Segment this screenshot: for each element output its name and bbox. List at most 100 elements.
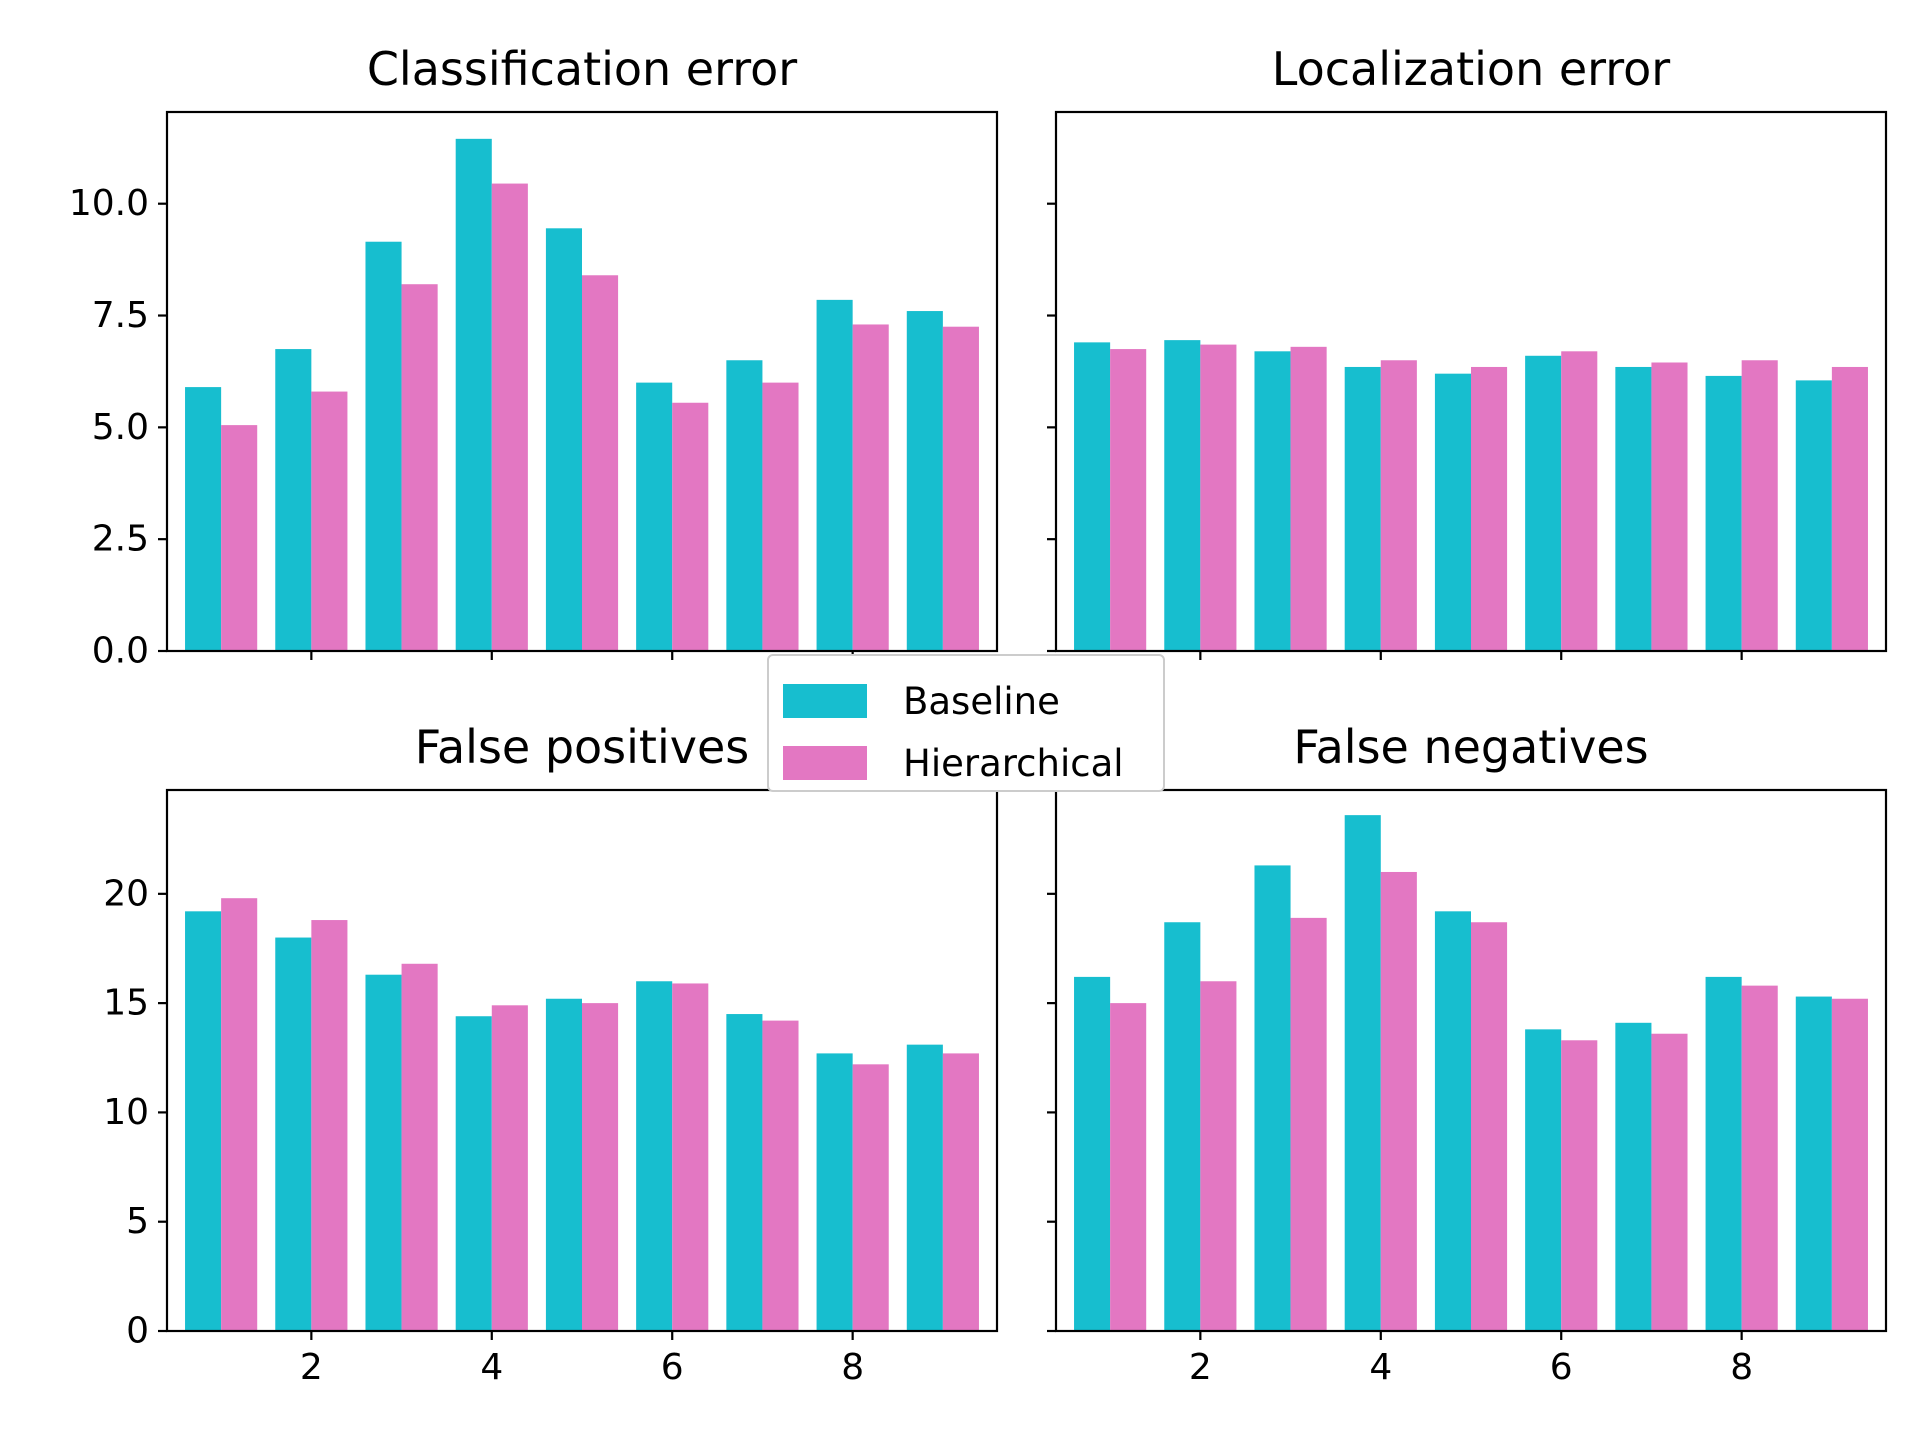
- bar-baseline-8: [816, 1053, 853, 1331]
- y-tick-label: 0: [126, 1311, 149, 1352]
- bar-baseline-8: [816, 299, 853, 651]
- legend-label-baseline: Baseline: [903, 679, 1060, 723]
- bar-baseline-9: [906, 311, 943, 651]
- bar-hierarchical-8: [1741, 360, 1778, 651]
- bar-hierarchical-8: [852, 324, 889, 651]
- bar-hierarchical-2: [1200, 344, 1237, 651]
- legend-label-hierarchical: Hierarchical: [903, 741, 1124, 785]
- bar-baseline-3: [365, 241, 402, 652]
- bar-baseline-8: [1705, 976, 1742, 1331]
- chart-panel-4: 2 4 6 8 False negatives: [1047, 720, 1888, 1388]
- bar-hierarchical-9: [1831, 998, 1868, 1331]
- bar-hierarchical-7: [762, 382, 799, 651]
- bar-hierarchical-7: [1651, 362, 1688, 651]
- bar-hierarchical-5: [1471, 366, 1508, 651]
- bar-baseline-5: [545, 998, 582, 1331]
- bar-baseline-4: [455, 1016, 492, 1331]
- bar-baseline-4: [455, 138, 492, 651]
- bar-hierarchical-4: [1380, 360, 1417, 651]
- bar-baseline-1: [185, 911, 222, 1331]
- y-tick-label: 20: [103, 873, 149, 914]
- bar-baseline-4: [1344, 366, 1381, 651]
- bar-baseline-2: [1164, 922, 1201, 1331]
- bar-baseline-5: [545, 228, 582, 651]
- legend-swatch-baseline: [783, 684, 867, 718]
- x-tick-label: 6: [1550, 1347, 1573, 1388]
- x-tick-label: 4: [480, 1347, 503, 1388]
- x-tick-label: 4: [1369, 1347, 1392, 1388]
- bar-hierarchical-1: [1110, 349, 1147, 651]
- bar-hierarchical-9: [942, 326, 979, 651]
- y-tick-label: 10.0: [69, 183, 149, 224]
- bar-hierarchical-8: [1741, 985, 1778, 1331]
- bar-baseline-8: [1705, 375, 1742, 651]
- bar-baseline-9: [906, 1044, 943, 1331]
- bar-baseline-1: [1074, 342, 1111, 651]
- legend: Baseline Hierarchical: [767, 654, 1165, 792]
- y-tick-label: 15: [103, 983, 149, 1024]
- bar-baseline-3: [1254, 351, 1291, 651]
- bar-hierarchical-6: [672, 983, 709, 1331]
- bar-baseline-6: [1525, 1029, 1562, 1331]
- y-tick-label: 7.5: [92, 295, 149, 336]
- bar-hierarchical-2: [311, 920, 348, 1331]
- axes-frame: [1054, 788, 1888, 1333]
- bar-hierarchical-8: [852, 1064, 889, 1331]
- y-tick-label: 5.0: [92, 407, 149, 448]
- bar-hierarchical-3: [401, 963, 438, 1331]
- bar-baseline-6: [636, 382, 673, 651]
- y-tick-label: 10: [103, 1092, 149, 1133]
- panel-title: Localization error: [1272, 42, 1671, 96]
- x-tick-label: 2: [1189, 1347, 1212, 1388]
- chart-panel-3: 0 5 10 15 20 2 4 6 8 False positives: [103, 720, 999, 1388]
- bar-hierarchical-6: [672, 402, 709, 651]
- bar-hierarchical-4: [491, 183, 528, 651]
- bar-hierarchical-1: [1110, 1003, 1147, 1331]
- legend-entry-hierarchical: Hierarchical: [783, 738, 1124, 788]
- bar-baseline-6: [1525, 355, 1562, 651]
- bar-baseline-9: [1795, 996, 1832, 1331]
- bar-hierarchical-4: [491, 1005, 528, 1331]
- bar-hierarchical-5: [582, 1003, 619, 1331]
- bar-hierarchical-2: [1200, 981, 1237, 1331]
- bar-hierarchical-7: [1651, 1033, 1688, 1331]
- x-tick-label: 2: [300, 1347, 323, 1388]
- bar-baseline-1: [185, 387, 222, 651]
- chart-panel-1: 0.0 2.5 5.0 7.5 10.0 Classification error: [69, 42, 999, 672]
- bar-baseline-6: [636, 981, 673, 1331]
- bar-hierarchical-1: [221, 898, 258, 1331]
- y-tick-label: 5: [126, 1201, 149, 1242]
- bar-baseline-1: [1074, 976, 1111, 1331]
- legend-entry-baseline: Baseline: [783, 676, 1060, 726]
- axes-frame: [1054, 110, 1888, 653]
- panel-title: False negatives: [1293, 720, 1648, 774]
- bar-hierarchical-3: [401, 284, 438, 651]
- legend-swatch-hierarchical: [783, 746, 867, 780]
- bar-hierarchical-2: [311, 391, 348, 651]
- bar-baseline-7: [726, 360, 763, 651]
- y-tick-label: 0.0: [92, 631, 149, 672]
- bar-baseline-7: [1615, 1022, 1652, 1331]
- bar-baseline-3: [365, 974, 402, 1331]
- x-tick-label: 8: [1730, 1347, 1753, 1388]
- bar-baseline-2: [275, 349, 312, 651]
- chart-panel-2: Localization error: [1047, 42, 1888, 660]
- bar-hierarchical-6: [1561, 351, 1598, 651]
- x-tick-label: 6: [661, 1347, 684, 1388]
- bar-baseline-2: [275, 937, 312, 1331]
- bar-hierarchical-6: [1561, 1040, 1598, 1331]
- bar-hierarchical-1: [221, 425, 258, 651]
- bar-hierarchical-5: [582, 275, 619, 651]
- bar-baseline-9: [1795, 380, 1832, 651]
- x-tick-label: 8: [841, 1347, 864, 1388]
- axes-frame: [165, 110, 999, 653]
- bar-hierarchical-3: [1290, 346, 1327, 651]
- bar-hierarchical-5: [1471, 922, 1508, 1331]
- bar-hierarchical-9: [1831, 366, 1868, 651]
- bar-hierarchical-7: [762, 1020, 799, 1331]
- bar-baseline-5: [1434, 373, 1471, 651]
- panel-title: Classification error: [367, 42, 797, 96]
- bar-baseline-2: [1164, 340, 1201, 651]
